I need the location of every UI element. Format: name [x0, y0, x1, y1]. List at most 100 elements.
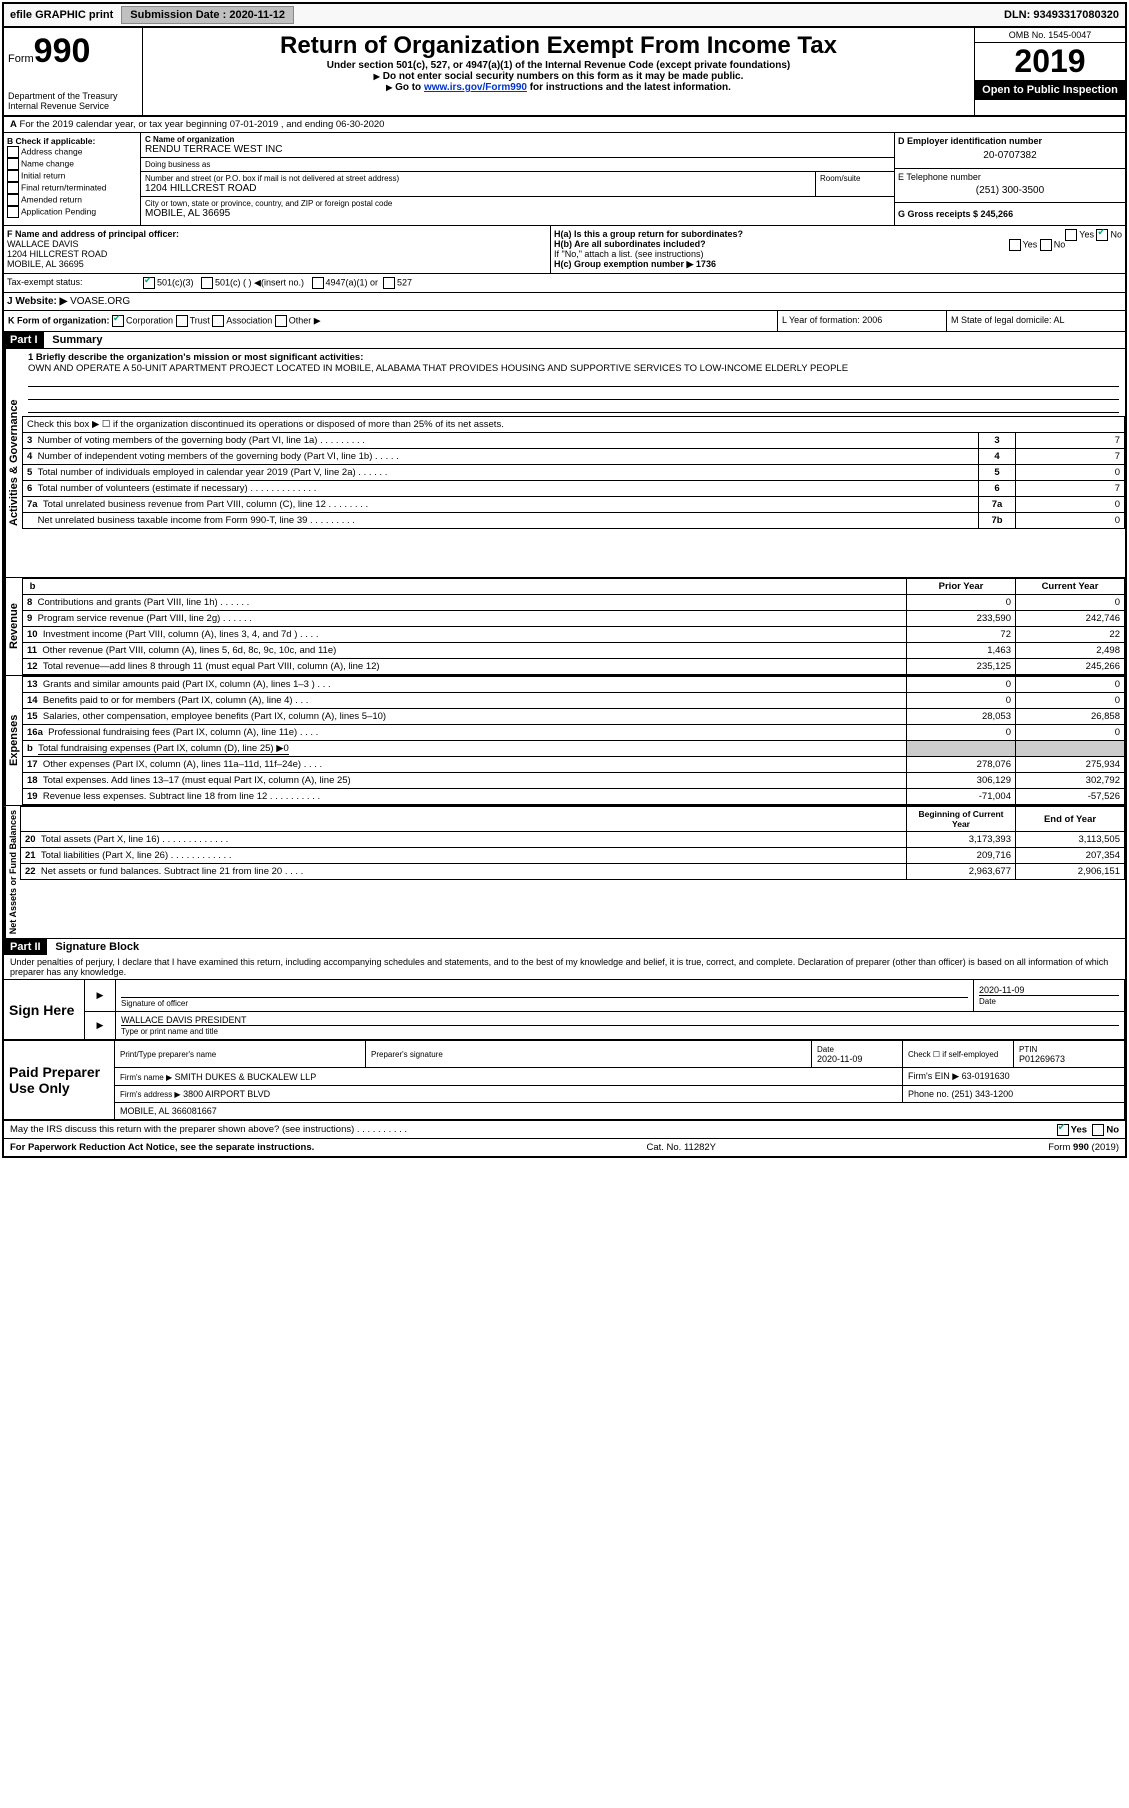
dba-label: Doing business as: [145, 160, 890, 169]
side-expenses: Expenses: [4, 676, 22, 805]
side-governance: Activities & Governance: [4, 349, 22, 577]
state-domicile: M State of legal domicile: AL: [946, 311, 1125, 331]
form-number: 990: [34, 32, 91, 70]
subtitle-1: Under section 501(c), 527, or 4947(a)(1)…: [147, 60, 970, 71]
firm-address: 3800 AIRPORT BLVD: [183, 1089, 270, 1099]
h-c: H(c) Group exemption number ▶ 1736: [554, 259, 1122, 270]
top-toolbar: efile GRAPHIC print Submission Date : 20…: [4, 4, 1125, 28]
mission-question: 1 Briefly describe the organization's mi…: [28, 352, 1119, 363]
cat-no: Cat. No. 11282Y: [646, 1142, 716, 1153]
box-b-header: B Check if applicable:: [7, 136, 137, 146]
header-center: Return of Organization Exempt From Incom…: [143, 28, 974, 115]
paid-preparer-block: Paid Preparer Use Only Print/Type prepar…: [4, 1040, 1125, 1120]
mission-text: OWN AND OPERATE A 50-UNIT APARTMENT PROJ…: [28, 363, 1119, 374]
sign-here-label: Sign Here: [4, 980, 85, 1040]
irs-label: Internal Revenue Service: [8, 101, 138, 111]
ein-value: 20-0707382: [898, 146, 1122, 165]
sig-label: Signature of officer: [121, 999, 188, 1008]
governance-section: Activities & Governance 1 Briefly descri…: [4, 348, 1125, 577]
box-f: F Name and address of principal officer:…: [4, 226, 551, 273]
officer-addr1: 1204 HILLCREST ROAD: [7, 249, 547, 259]
h-a: H(a) Is this a group return for subordin…: [554, 229, 743, 239]
form-word: Form: [8, 53, 34, 65]
street-address: 1204 HILLCREST ROAD: [145, 183, 811, 194]
box-b-item: Name change: [7, 158, 137, 170]
expenses-table: 13 Grants and similar amounts paid (Part…: [22, 676, 1125, 805]
form-org-row: K Form of organization: Corporation Trus…: [4, 311, 1125, 332]
officer-printed-name: WALLACE DAVIS PRESIDENT: [121, 1015, 1119, 1026]
org-name-label: C Name of organization: [145, 135, 890, 144]
status-4947: 4947(a)(1) or: [326, 277, 379, 287]
addr-label: Number and street (or P.O. box if mail i…: [145, 174, 811, 183]
phone-label: E Telephone number: [898, 172, 1122, 182]
subtitle-2: Do not enter social security numbers on …: [147, 71, 970, 82]
revenue-section: Revenue bPrior YearCurrent Year 8 Contri…: [4, 577, 1125, 675]
side-revenue: Revenue: [4, 578, 22, 675]
expenses-section: Expenses 13 Grants and similar amounts p…: [4, 675, 1125, 805]
efile-label: efile GRAPHIC print: [4, 7, 119, 23]
box-b-item: Final return/terminated: [7, 182, 137, 194]
header-left: Form990 Department of the Treasury Inter…: [4, 28, 143, 115]
officer-addr2: MOBILE, AL 36695: [7, 259, 547, 269]
box-b: B Check if applicable: Address change Na…: [4, 133, 141, 225]
firm-name: SMITH DUKES & BUCKALEW LLP: [175, 1072, 317, 1082]
part1-title: Summary: [46, 334, 102, 346]
status-527: 527: [397, 277, 412, 287]
firm-city: MOBILE, AL 366081667: [115, 1103, 1125, 1120]
net-section: Net Assets or Fund Balances Beginning of…: [4, 805, 1125, 938]
page-footer: For Paperwork Reduction Act Notice, see …: [4, 1138, 1125, 1156]
box-h: H(a) Is this a group return for subordin…: [551, 226, 1125, 273]
tax-status-label: Tax-exempt status:: [4, 274, 140, 292]
entity-block: B Check if applicable: Address change Na…: [4, 133, 1125, 225]
status-501c3: 501(c)(3): [157, 277, 194, 287]
form-title: Return of Organization Exempt From Incom…: [147, 32, 970, 60]
box-b-item: Application Pending: [7, 206, 137, 218]
box-b-item: Initial return: [7, 170, 137, 182]
gross-receipts: G Gross receipts $ 245,266: [895, 203, 1125, 225]
box-right: D Employer identification number 20-0707…: [894, 133, 1125, 225]
org-name: RENDU TERRACE WEST INC: [145, 144, 890, 155]
tax-status-row: Tax-exempt status: 501(c)(3) 501(c) ( ) …: [4, 273, 1125, 293]
part1-header: Part I Summary: [4, 332, 1125, 348]
sign-date: 2020-11-09: [979, 985, 1119, 996]
omb-number: OMB No. 1545-0047: [975, 28, 1125, 43]
form-ref: Form 990 (2019): [1048, 1142, 1119, 1153]
website-row: J Website: ▶ VOASE.ORG: [4, 293, 1125, 311]
year-formation: L Year of formation: 2006: [777, 311, 946, 331]
room-label: Room/suite: [816, 172, 894, 196]
net-table: Beginning of Current YearEnd of Year 20 …: [20, 806, 1125, 880]
officer-name: WALLACE DAVIS: [7, 239, 547, 249]
perjury-text: Under penalties of perjury, I declare th…: [4, 955, 1125, 979]
open-public-badge: Open to Public Inspection: [975, 80, 1125, 100]
status-501c: 501(c) ( ) ◀(insert no.): [215, 277, 304, 287]
part2-header: Part II Signature Block: [4, 938, 1125, 955]
instructions-link[interactable]: www.irs.gov/Form990: [424, 82, 527, 93]
side-net: Net Assets or Fund Balances: [4, 806, 20, 938]
submission-date-btn[interactable]: Submission Date : 2020-11-12: [121, 6, 294, 24]
dept-label: Department of the Treasury: [8, 91, 138, 101]
box-b-item: Amended return: [7, 194, 137, 206]
firm-ein: Firm's EIN ▶ 63-0191630: [903, 1068, 1125, 1086]
officer-row: F Name and address of principal officer:…: [4, 225, 1125, 273]
header-right: OMB No. 1545-0047 2019 Open to Public In…: [974, 28, 1125, 115]
h-b: H(b) Are all subordinates included?: [554, 239, 706, 249]
discuss-row: May the IRS discuss this return with the…: [4, 1120, 1125, 1138]
gov-row-2: Check this box ▶ ☐ if the organization d…: [23, 417, 1125, 433]
firm-phone: Phone no. (251) 343-1200: [903, 1086, 1125, 1103]
part2-badge: Part II: [4, 939, 47, 955]
paid-preparer-label: Paid Preparer Use Only: [4, 1041, 115, 1120]
city-label: City or town, state or province, country…: [145, 199, 890, 208]
form-990-page: efile GRAPHIC print Submission Date : 20…: [2, 2, 1127, 1158]
paperwork-notice: For Paperwork Reduction Act Notice, see …: [10, 1142, 314, 1153]
part2-title: Signature Block: [49, 941, 139, 953]
header-row: Form990 Department of the Treasury Inter…: [4, 28, 1125, 117]
part1-badge: Part I: [4, 332, 44, 348]
revenue-table: bPrior YearCurrent Year 8 Contributions …: [22, 578, 1125, 675]
tax-year: 2019: [975, 43, 1125, 80]
form-org-label: K Form of organization:: [8, 315, 110, 325]
city-value: MOBILE, AL 36695: [145, 208, 890, 219]
box-c: C Name of organization RENDU TERRACE WES…: [141, 133, 894, 225]
ein-label: D Employer identification number: [898, 136, 1122, 146]
subtitle-3: Go to www.irs.gov/Form990 for instructio…: [147, 82, 970, 93]
sign-here-block: Sign Here ▶ Signature of officer 2020-11…: [4, 979, 1125, 1040]
